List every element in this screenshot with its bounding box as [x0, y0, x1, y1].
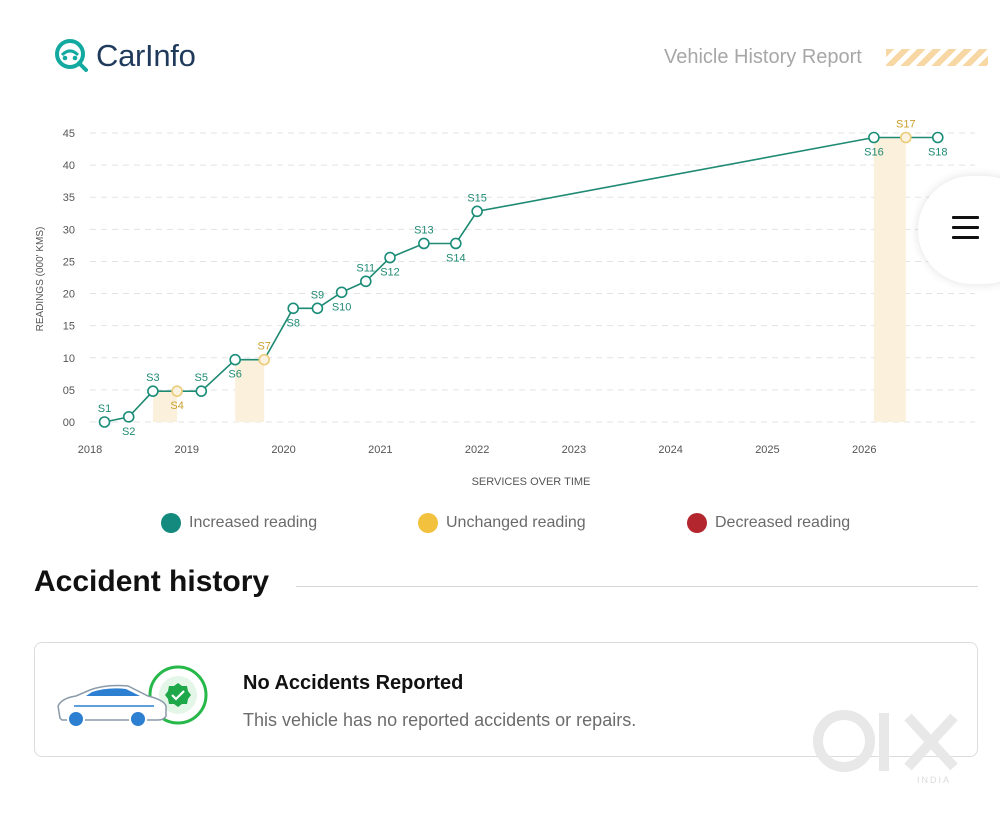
point-label: S12: [380, 267, 400, 279]
y-axis-ticks: 00 05 10 15 20 25 30 35 40 45: [63, 128, 75, 429]
x-tick-label: 2018: [78, 444, 102, 456]
menu-bubble[interactable]: [918, 176, 1000, 284]
point-label: S3: [146, 372, 159, 384]
report-title: Vehicle History Report: [664, 46, 862, 68]
data-point[interactable]: [311, 302, 324, 315]
data-point[interactable]: [471, 205, 483, 218]
chart-grid: [90, 132, 975, 423]
data-point[interactable]: [147, 385, 159, 397]
point-label: S6: [228, 369, 241, 381]
legend-increased-label: Increased reading: [189, 514, 318, 531]
olx-watermark: INDIA: [813, 710, 958, 785]
point-label: S13: [414, 224, 434, 236]
data-point[interactable]: [195, 385, 208, 397]
car-check-illustration: [57, 665, 208, 728]
point-label: S4: [170, 400, 183, 412]
data-point[interactable]: [287, 302, 300, 315]
y-tick-label: 15: [63, 321, 75, 333]
x-tick-label: 2024: [658, 444, 682, 456]
car-window: [86, 688, 140, 696]
x-tick-label: 2021: [368, 444, 392, 456]
data-point[interactable]: [171, 385, 183, 397]
data-point[interactable]: [384, 251, 396, 264]
y-tick-label: 35: [63, 192, 75, 204]
y-tick-label: 30: [63, 224, 75, 236]
point-label: S14: [446, 252, 466, 264]
hamburger-menu-icon[interactable]: [952, 214, 980, 242]
watermark-text: INDIA: [917, 775, 951, 785]
verified-check-icon: [165, 683, 191, 707]
x-tick-label: 2022: [465, 444, 489, 456]
decorative-stripes: [886, 49, 988, 66]
point-label: S10: [332, 301, 352, 313]
legend-decreased-dot: [687, 513, 707, 533]
data-points: [98, 131, 944, 428]
x-tick-label: 2019: [175, 444, 199, 456]
carinfo-logo[interactable]: CarInfo: [54, 38, 196, 74]
point-label: S8: [286, 317, 299, 329]
y-axis-label: READINGS (000' KMS): [35, 227, 46, 332]
point-label: S18: [928, 146, 948, 158]
unchanged-band: [235, 359, 265, 422]
data-point[interactable]: [229, 353, 241, 366]
legend-decreased-label: Decreased reading: [715, 514, 851, 531]
point-labels: S1 S2 S3 S4 S5 S6 S7 S8 S9 S10 S11 S12 S13 S14 S15 S16 S…: [98, 118, 948, 437]
data-point[interactable]: [335, 286, 348, 299]
car-wheel-front: [67, 710, 85, 728]
point-label: S7: [257, 341, 270, 353]
accident-history-title: Accident history: [34, 565, 270, 598]
no-accidents-title: No Accidents Reported: [243, 672, 464, 694]
y-tick-label: 05: [63, 385, 75, 397]
legend-unchanged: Unchanged reading: [418, 513, 586, 533]
point-label: S11: [356, 262, 375, 274]
data-point[interactable]: [418, 237, 430, 250]
x-tick-label: 2023: [562, 444, 586, 456]
y-tick-label: 10: [63, 353, 75, 365]
logo-text: CarInfo: [96, 38, 196, 73]
unchanged-bands: [152, 137, 906, 423]
data-point[interactable]: [450, 237, 462, 250]
y-tick-label: 40: [63, 160, 75, 172]
x-tick-label: 2026: [852, 444, 876, 456]
x-tick-label: 2025: [755, 444, 779, 456]
unchanged-band: [873, 137, 906, 423]
check-mark: [171, 690, 185, 701]
x-axis-label: SERVICES OVER TIME: [472, 476, 591, 488]
y-tick-label: 45: [63, 128, 75, 140]
data-point[interactable]: [98, 416, 111, 428]
point-label: S5: [195, 372, 208, 384]
car-search-icon: [55, 39, 88, 72]
legend-increased: Increased reading: [161, 513, 317, 533]
point-label: S2: [122, 426, 135, 438]
data-point[interactable]: [868, 131, 880, 144]
car-wheel-rear: [129, 710, 147, 728]
y-tick-label: 20: [63, 289, 75, 301]
data-point[interactable]: [122, 411, 135, 423]
legend-unchanged-label: Unchanged reading: [446, 514, 586, 531]
y-tick-label: 25: [63, 256, 75, 268]
section-divider: [296, 586, 978, 587]
point-label: S17: [896, 118, 916, 130]
legend-unchanged-dot: [418, 513, 438, 533]
legend-decreased: Decreased reading: [687, 513, 850, 533]
point-label: S16: [864, 146, 884, 158]
x-tick-label: 2020: [271, 444, 295, 456]
legend-increased-dot: [161, 513, 181, 533]
point-label: S15: [467, 192, 487, 204]
data-point[interactable]: [900, 131, 912, 144]
point-label: S1: [98, 403, 111, 415]
data-point[interactable]: [258, 353, 271, 366]
point-label: S9: [311, 289, 324, 301]
data-point[interactable]: [931, 131, 944, 144]
unchanged-band: [152, 391, 178, 422]
data-point[interactable]: [360, 275, 372, 288]
x-axis-ticks: 2018 2019 2020 2021 2022 2023 2024 2025 2026: [78, 444, 877, 456]
y-tick-label: 00: [63, 417, 75, 429]
no-accidents-subtitle: This vehicle has no reported accidents o…: [243, 710, 637, 730]
